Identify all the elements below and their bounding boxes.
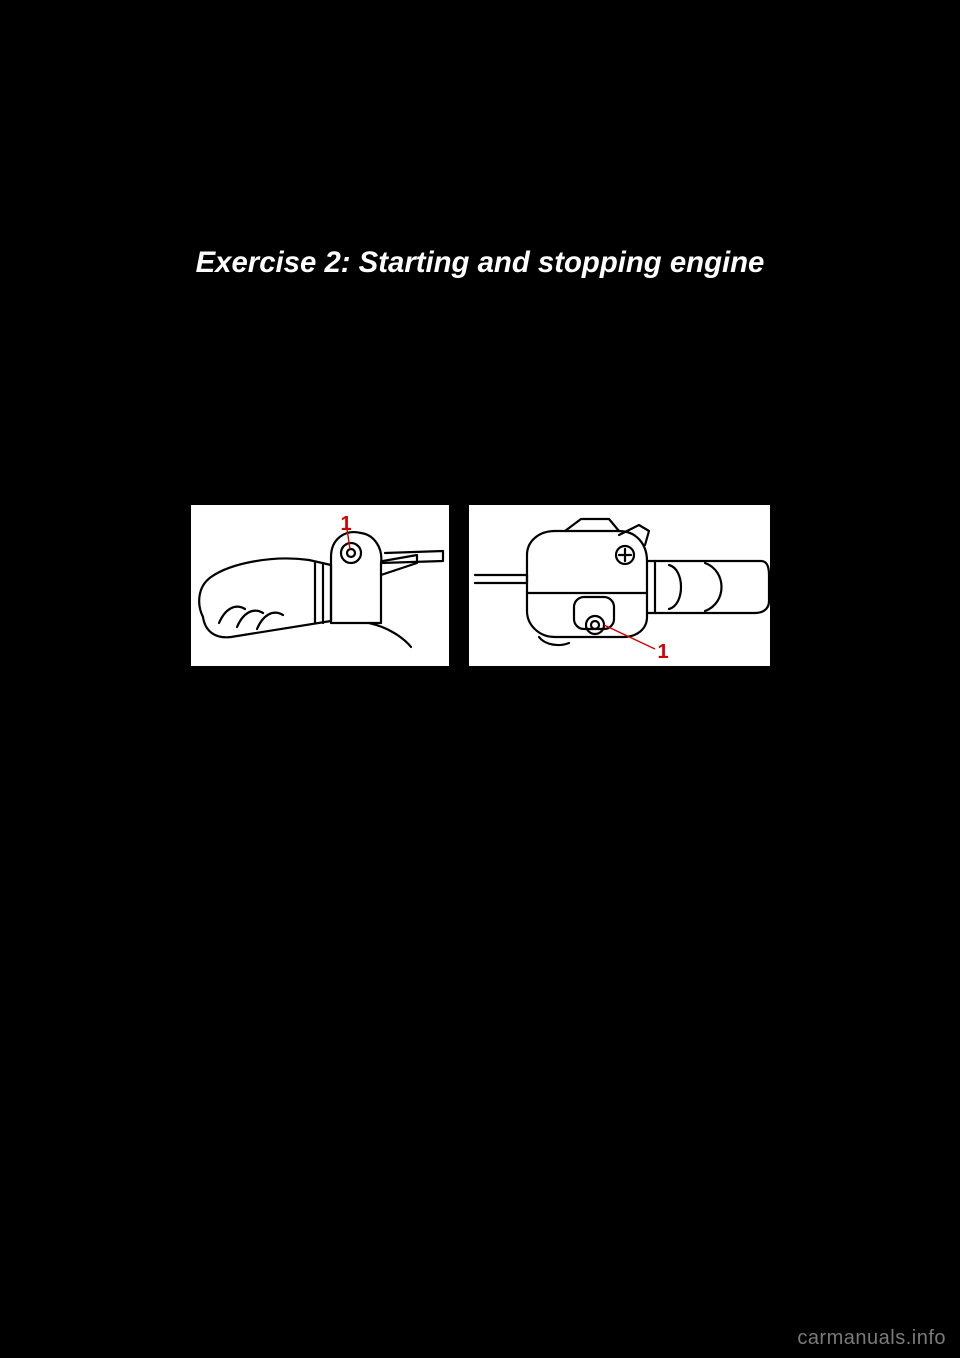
illustration-left-svg bbox=[191, 505, 449, 666]
page-title: Exercise 2: Starting and stopping engine bbox=[0, 246, 960, 280]
watermark: carmanuals.info bbox=[797, 1327, 946, 1350]
illustration-left: 1 bbox=[191, 505, 449, 666]
illustration-row: 1 bbox=[0, 505, 960, 666]
right-switch-drawing bbox=[475, 519, 769, 645]
left-callout-number: 1 bbox=[341, 513, 352, 536]
right-callout-number: 1 bbox=[658, 641, 669, 664]
illustration-right-svg bbox=[469, 505, 770, 666]
illustration-right: 1 bbox=[469, 505, 770, 666]
left-grip-drawing bbox=[199, 532, 443, 647]
